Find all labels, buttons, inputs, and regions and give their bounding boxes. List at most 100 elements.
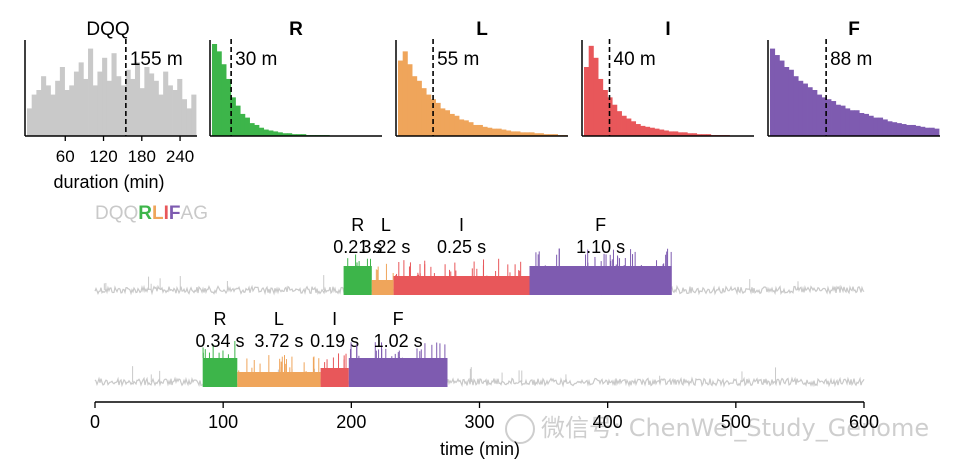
segment-L [237,372,321,387]
segment-I [393,276,530,295]
segment-residue-label: L [274,309,284,329]
panel-title: L [476,19,488,40]
histogram-bar [258,127,265,136]
histogram-f: 88 m F [767,19,940,137]
histogram-bar [798,80,804,136]
median-label: 88 m [830,49,872,70]
histogram-bar [896,123,902,136]
sequence-residue-L: L [152,203,164,224]
histogram-bar [534,133,540,136]
histogram-bar [826,99,832,136]
segment-dwell-label: 1.10 s [576,237,625,257]
histogram-bar [802,83,808,136]
histogram-bar [691,133,698,136]
histogram-bar [459,119,465,136]
histogram-bar [78,62,84,136]
segment-F [348,358,448,387]
histogram-bar [277,132,283,136]
histogram-bar [444,110,451,136]
histogram-bar [924,127,931,136]
histogram-bar [873,117,879,136]
histogram-bar [407,64,413,136]
histogram-bar [59,67,65,136]
segment-residue-label: L [381,215,391,235]
histogram-bar [226,78,232,136]
segment-dwell-label: 3.72 s [254,331,303,351]
x-tick-label: 0 [90,412,100,432]
histogram-bar [120,85,126,136]
sequence-residue-F: F [169,203,181,224]
histogram-bar [682,132,688,136]
histogram-bar [435,102,441,136]
x-tick-label: 300 [464,412,494,432]
histogram-bar [863,113,869,136]
histogram-bar [645,126,651,136]
x-axis-label: duration (min) [53,172,164,192]
x-tick-label: 120 [89,147,117,166]
histogram-bar [901,124,907,136]
segment-residue-label: I [459,215,464,235]
histogram-bar [859,113,865,136]
histogram-bar [496,128,502,136]
segment-I [320,368,349,387]
histogram-bar [249,123,255,136]
histogram-bar [64,90,70,136]
x-tick-label: 600 [849,412,879,432]
histogram-bar [687,133,693,136]
histogram-bar [868,115,874,136]
median-label: 155 m [130,49,183,70]
histogram-bar [153,80,159,136]
histogram-bar [139,88,145,136]
x-tick-label: 200 [336,412,366,432]
histogram-bar [463,120,469,136]
histogram-bar [92,85,98,136]
histogram-bar [158,94,164,136]
histogram-bar [177,78,183,136]
histogram-bar [784,67,790,136]
histogram-bar [263,129,269,136]
histogram-bar [505,130,512,136]
histogram-bar [134,62,141,136]
histogram-bar [677,132,683,136]
segment-F [529,266,672,295]
histogram-bar [31,94,37,136]
x-tick-label: 400 [593,412,623,432]
histogram-bar [83,78,89,136]
sequence-residue-DQQ: DQQ [95,203,138,224]
histogram-bar [626,118,632,136]
histogram-bar [793,76,799,136]
histogram-bar [88,48,94,136]
panel-title: DQQ [86,19,129,40]
x-tick-label: 500 [721,412,751,432]
x-axis-label: time (min) [440,439,520,459]
median-label: 55 m [437,49,479,70]
segment-residue-label: F [393,309,404,329]
histogram-bar [635,124,641,136]
histogram-bar [510,131,516,136]
histogram-bar [111,53,117,137]
histogram-bar [287,133,293,136]
histogram-bar [36,90,42,136]
histogram-bar [301,134,307,136]
watermark: 微信号: ChenWei_Study_Genome [505,411,945,445]
histogram-bar [216,51,222,136]
histogram-bar [602,90,608,136]
histogram-bar [73,71,80,136]
histogram-bar [934,128,940,136]
histogram-bar [421,88,427,136]
trace-row-2: R0.34 s L3.72 s I0.19 s F1.02 s [94,309,865,388]
histogram-bar [621,115,627,136]
histogram-bar [588,45,594,137]
histogram-bar [416,80,422,136]
segment-dwell-label: 0.19 s [310,331,359,351]
segment-dwell-label: 0.21 s [333,237,382,257]
segment-dwell-label: 0.25 s [437,237,486,257]
histogram-bar [402,51,408,136]
histogram-bar [654,128,660,136]
histogram-bar [779,60,785,137]
histogram-bar [673,131,679,136]
histogram-bar [430,99,436,136]
median-label: 40 m [614,49,656,70]
histogram-bar [41,76,47,136]
